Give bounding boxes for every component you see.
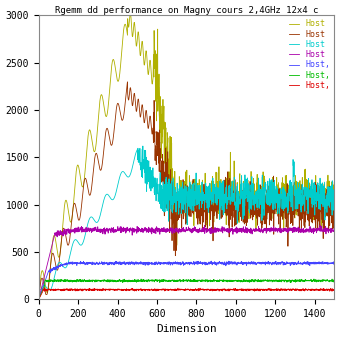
Host [169,175,173,179]
Host, [174,279,178,283]
Host [37,288,41,292]
Host, [205,261,209,265]
Host [128,11,132,15]
Host, [205,287,209,291]
Host [333,196,337,200]
Legend: Host, Host, Host, Host, Host,, Host,, Host,: Host, Host, Host, Host, Host,, Host,, Ho… [289,19,330,90]
Host [60,230,64,234]
Host [37,292,41,296]
Host, [37,297,41,301]
Host [174,215,178,219]
Host [72,229,76,233]
Line: Host,: Host, [39,261,335,299]
Host [125,80,130,84]
Host [205,226,209,231]
Host [163,193,167,197]
Host [169,168,173,172]
Host, [174,261,178,266]
Line: Host: Host [39,225,335,299]
Host [174,204,178,208]
Host [205,193,209,197]
Line: Host: Host [39,82,335,294]
Host, [168,278,172,283]
Host [72,239,76,243]
Host, [162,278,166,283]
Host [163,133,167,137]
Host [60,234,64,238]
Line: Host: Host [39,13,335,294]
Host, [72,288,76,292]
Host, [162,287,166,291]
Host, [333,288,337,292]
Host [205,186,209,190]
Host [37,296,41,301]
Host [333,229,337,233]
Line: Host: Host [39,146,335,290]
Host [141,144,145,148]
Host [333,205,337,209]
Host [37,292,41,296]
Host [174,228,178,233]
Host [162,229,166,233]
Line: Host,: Host, [39,288,335,299]
Title: Rgemm dd performance on Magny cours 2,4GHz 12x4 c: Rgemm dd performance on Magny cours 2,4G… [55,5,318,15]
Host, [168,262,172,266]
Host [318,223,322,227]
Host [60,262,64,266]
Host, [60,263,64,267]
Host [333,220,337,224]
Host, [162,261,166,265]
Host [72,202,76,206]
Host [169,190,173,194]
Host, [198,286,202,290]
Host, [60,288,64,292]
Host, [312,277,316,281]
Host, [72,279,76,284]
Host, [37,296,41,301]
Host [60,234,64,238]
Host, [205,278,209,282]
Host, [174,287,178,291]
Host [205,229,209,233]
Host [72,197,76,201]
Host, [60,278,64,283]
Host [174,190,178,194]
Host, [333,262,337,266]
Line: Host,: Host, [39,279,335,299]
Host, [72,261,76,266]
Host, [296,259,301,263]
Host, [333,278,337,283]
Host [163,188,167,192]
Host [168,228,172,232]
Host, [37,297,41,301]
Host, [168,288,172,292]
X-axis label: Dimension: Dimension [156,324,217,335]
